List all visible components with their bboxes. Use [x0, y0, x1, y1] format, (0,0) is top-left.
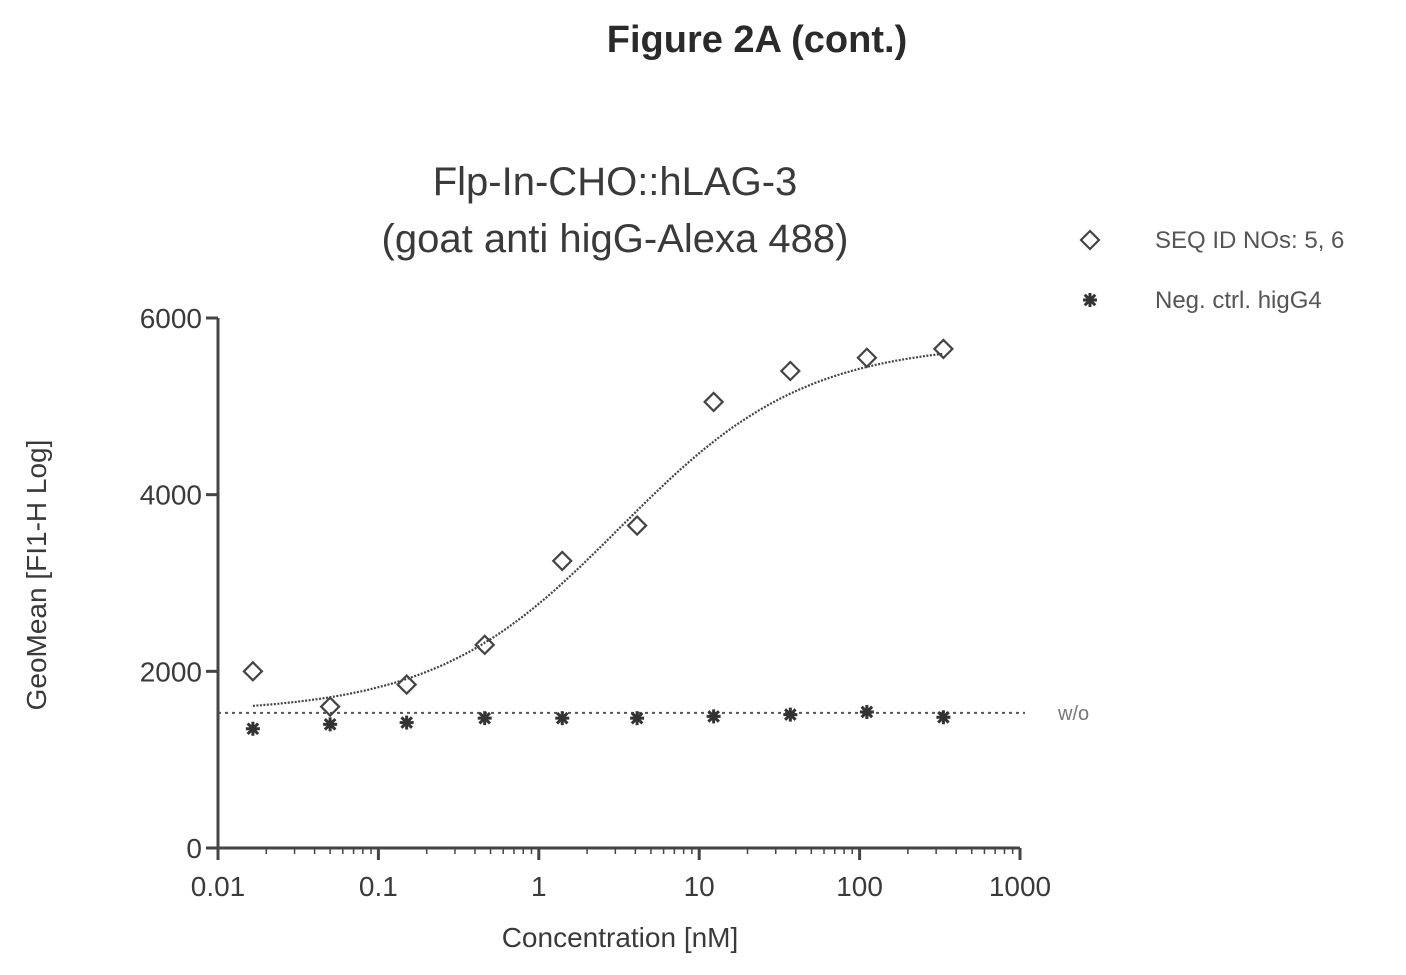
fit-curve-seq-id-5-6	[252, 352, 944, 707]
data-point-seq-id-5-6	[242, 660, 264, 682]
data-point-neg-ctrl	[783, 707, 798, 722]
data-point-seq-id-5-6	[396, 674, 418, 696]
chart-title: Flp-In-CHO::hLAG-3	[433, 160, 798, 204]
y-tick-label: 4000	[140, 480, 202, 511]
data-point-seq-id-5-6	[474, 634, 496, 656]
data-point-neg-ctrl	[399, 715, 414, 730]
data-point-neg-ctrl	[859, 704, 874, 719]
data-point-seq-id-5-6	[319, 696, 341, 718]
data-point-seq-id-5-6	[932, 338, 954, 360]
y-tick-label: 2000	[140, 656, 202, 687]
data-point-neg-ctrl	[936, 710, 951, 725]
x-tick-label: 0.1	[359, 871, 398, 902]
legend-label: SEQ ID NOs: 5, 6	[1155, 227, 1344, 254]
x-tick-label: 0.01	[191, 871, 246, 902]
x-tick-label: 100	[836, 871, 883, 902]
figure-title: Figure 2A (cont.)	[607, 19, 907, 61]
legend-marker-seq-id-5-6	[1079, 229, 1101, 251]
y-tick-label: 6000	[140, 303, 202, 334]
legend-label: Neg. ctrl. higG4	[1155, 287, 1322, 314]
chart-subtitle: (goat anti higG-Alexa 488)	[382, 217, 849, 261]
x-tick-label: 10	[684, 871, 715, 902]
x-tick-label: 1	[531, 871, 547, 902]
data-point-neg-ctrl	[245, 721, 260, 736]
legend: SEQ ID NOs: 5, 6 Neg. ctrl. higG4	[1079, 227, 1344, 314]
data-point-neg-ctrl	[555, 711, 570, 726]
data-point-seq-id-5-6	[551, 550, 573, 572]
data-point-neg-ctrl	[477, 711, 492, 726]
data-point-neg-ctrl	[706, 709, 721, 724]
legend-marker-neg-ctrl	[1083, 293, 1097, 307]
baseline-label: w/o	[1057, 703, 1089, 725]
data-point-seq-id-5-6	[703, 391, 725, 413]
y-tick-label: 0	[186, 833, 202, 864]
data-point-seq-id-5-6	[856, 347, 878, 369]
data-point-neg-ctrl	[323, 717, 338, 732]
x-tick-label: 1000	[989, 871, 1051, 902]
plot-area: w/o	[218, 338, 1089, 736]
data-point-seq-id-5-6	[626, 515, 648, 537]
y-axis-label: GeoMean [FI1-H Log]	[21, 440, 52, 711]
data-point-seq-id-5-6	[779, 360, 801, 382]
data-point-neg-ctrl	[630, 711, 645, 726]
x-axis-label: Concentration [nM]	[502, 922, 739, 953]
axes: 0 2000 4000 6000 0.01 0.1 1 10 100 1000	[140, 303, 1051, 902]
